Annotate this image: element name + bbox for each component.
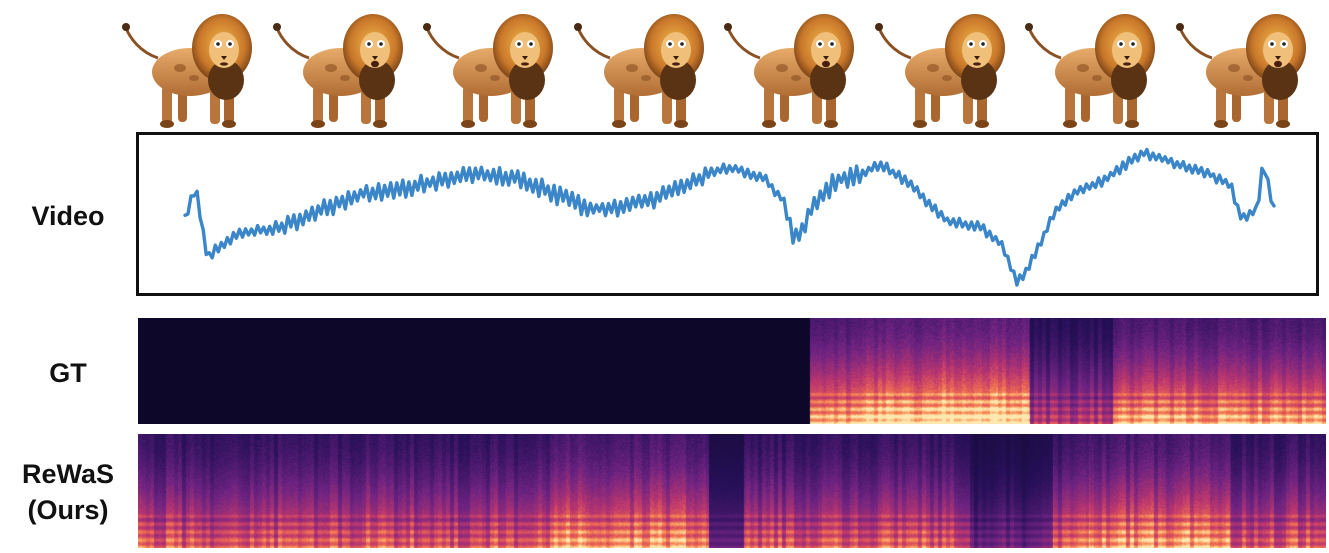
lion-frame-icon [423, 14, 553, 128]
video-signal-plot [183, 147, 1276, 287]
lion-frame-icon [272, 14, 403, 128]
rewas-spectrogram [138, 434, 1326, 548]
video-signal-line [183, 147, 1276, 287]
video-frames-strip [118, 8, 1318, 130]
lion-frame-icon [724, 14, 854, 128]
lion-frame-icon [874, 14, 1005, 128]
gt-row-label: GT [0, 355, 136, 391]
rewas-label-line1: ReWaS [21, 459, 115, 489]
lion-frame-icon [573, 14, 704, 128]
lion-frame-icon [1025, 14, 1155, 128]
lion-frame-icon [122, 14, 252, 128]
video-row-label: Video [0, 198, 136, 234]
rewas-spectrogram-canvas [138, 434, 1326, 548]
gt-spectrogram-canvas [138, 318, 1326, 424]
lion-frame-icon [1175, 14, 1306, 128]
video-signal-box [136, 132, 1319, 296]
rewas-label-line2: (Ours) [27, 495, 109, 525]
gt-spectrogram [138, 318, 1326, 424]
rewas-row-label: ReWaS (Ours) [0, 456, 136, 528]
video-label-text: Video [31, 201, 105, 231]
gt-label-text: GT [49, 358, 87, 388]
